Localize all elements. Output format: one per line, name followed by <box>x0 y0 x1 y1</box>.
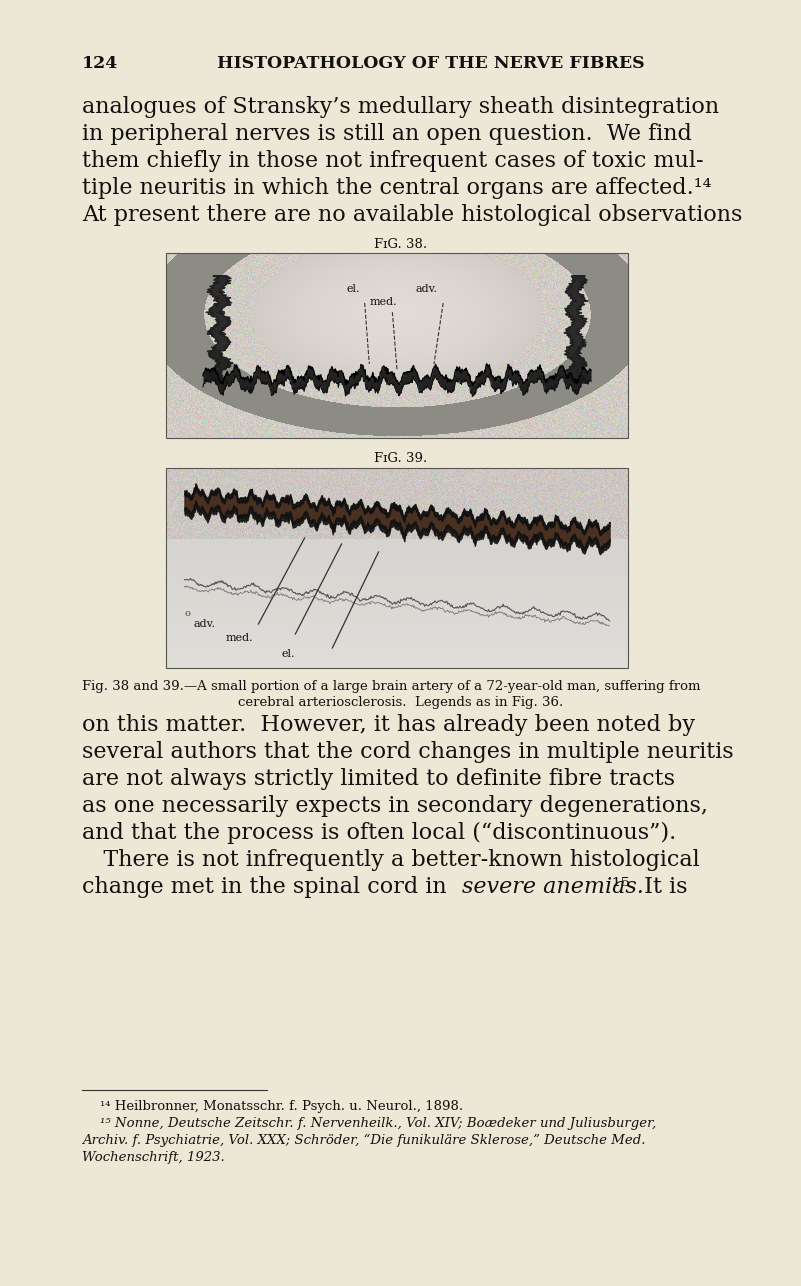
Text: adv.: adv. <box>194 619 215 629</box>
Text: ¹⁵ Nonne, Deutsche Zeitschr. f. Nervenheilk., Vol. XIV; Boædeker und Juliusburge: ¹⁵ Nonne, Deutsche Zeitschr. f. Nervenhe… <box>100 1118 656 1130</box>
Text: 124: 124 <box>82 55 119 72</box>
Text: cerebral arteriosclerosis.  Legends as in Fig. 36.: cerebral arteriosclerosis. Legends as in… <box>238 696 563 709</box>
Bar <box>166 253 628 439</box>
Text: on this matter.  However, it has already been noted by: on this matter. However, it has already … <box>82 714 695 736</box>
Text: adv.: adv. <box>416 284 437 293</box>
Text: HISTOPATHOLOGY OF THE NERVE FIBRES: HISTOPATHOLOGY OF THE NERVE FIBRES <box>217 55 644 72</box>
Text: ¹⁵  It is: ¹⁵ It is <box>612 876 687 898</box>
Text: severe anemias.: severe anemias. <box>462 876 644 898</box>
Text: in peripheral nerves is still an open question.  We find: in peripheral nerves is still an open qu… <box>82 123 692 145</box>
Text: el.: el. <box>281 649 295 658</box>
Text: them chiefly in those not infrequent cases of toxic mul-: them chiefly in those not infrequent cas… <box>82 150 703 172</box>
Bar <box>166 468 628 667</box>
Text: Archiv. f. Psychiatrie, Vol. XXX; Schröder, “Die funikuläre Sklerose,” Deutsche : Archiv. f. Psychiatrie, Vol. XXX; Schröd… <box>82 1134 646 1147</box>
Text: med.: med. <box>226 633 254 643</box>
Text: are not always strictly limited to definite fibre tracts: are not always strictly limited to defin… <box>82 768 675 790</box>
Text: tiple neuritis in which the central organs are affected.¹⁴: tiple neuritis in which the central orga… <box>82 177 711 199</box>
Text: and that the process is often local (“discontinuous”).: and that the process is often local (“di… <box>82 822 676 844</box>
Text: several authors that the cord changes in multiple neuritis: several authors that the cord changes in… <box>82 741 734 763</box>
Text: Fig. 38 and 39.—A small portion of a large brain artery of a 72-year-old man, su: Fig. 38 and 39.—A small portion of a lar… <box>82 680 701 693</box>
Text: ¹⁴ Heilbronner, Monatsschr. f. Psych. u. Neurol., 1898.: ¹⁴ Heilbronner, Monatsschr. f. Psych. u.… <box>100 1100 463 1112</box>
Text: med.: med. <box>369 297 397 306</box>
Text: analogues of Stransky’s medullary sheath disintegration: analogues of Stransky’s medullary sheath… <box>82 96 719 118</box>
Text: FɪG. 38.: FɪG. 38. <box>374 238 427 251</box>
Text: as one necessarily expects in secondary degenerations,: as one necessarily expects in secondary … <box>82 795 708 817</box>
Text: el.: el. <box>346 284 360 293</box>
Text: There is not infrequently a better-known histological: There is not infrequently a better-known… <box>82 849 700 871</box>
Text: change met in the spinal cord in: change met in the spinal cord in <box>82 876 453 898</box>
Text: At present there are no available histological observations: At present there are no available histol… <box>82 204 743 226</box>
Text: Wochenschrift, 1923.: Wochenschrift, 1923. <box>82 1151 225 1164</box>
Text: FɪG. 39.: FɪG. 39. <box>374 451 427 466</box>
Text: o: o <box>184 610 191 619</box>
